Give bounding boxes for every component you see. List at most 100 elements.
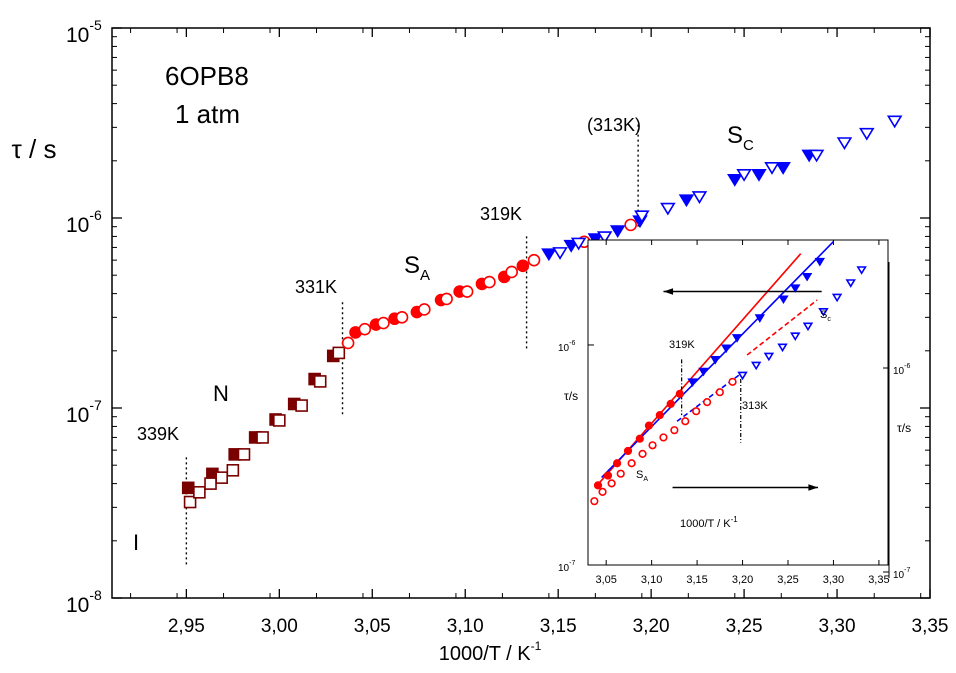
inset-data-point (655, 411, 664, 420)
x-tick-label: 3,25 (726, 616, 763, 637)
inset-data-point (659, 433, 668, 442)
inset-data-point (598, 487, 607, 496)
inset-ticks (588, 240, 890, 578)
data-point-sc (609, 225, 626, 239)
y-tick-label: 10-8 (66, 587, 102, 617)
inset-x-tick-label: 3,35 (868, 574, 889, 586)
x-tick-label: 3,05 (354, 616, 391, 637)
inset-data-point (845, 279, 856, 288)
inset-fit-line (746, 299, 818, 356)
inset-data-point (687, 378, 698, 388)
data-point-sc (660, 202, 676, 216)
inset-y-tick-base-right: 10 (893, 366, 905, 377)
data-point-n (181, 481, 195, 495)
data-point-sc (736, 169, 752, 182)
inset-frame (587, 239, 889, 566)
data-point-n (183, 495, 197, 509)
data-point-n (332, 346, 346, 360)
inset-data-point (692, 407, 701, 416)
data-point-sc (678, 194, 695, 208)
x-tick-label: 3,00 (261, 616, 298, 637)
data-point-sc (727, 174, 743, 187)
inset-data-point (763, 352, 775, 362)
x-tick-label: 3,10 (447, 616, 484, 637)
inset-x-tick-label: 3,30 (823, 574, 844, 586)
phase-label-smectic-c: SC (727, 122, 754, 154)
inset-data-point (750, 361, 762, 371)
data-point-n (313, 375, 327, 388)
data-point-sc (691, 191, 708, 204)
inset-x-tick-label: 3,05 (595, 574, 616, 586)
inset-arrow-head (808, 484, 818, 491)
inset-data-point (681, 417, 690, 426)
inset-temp-label-319k: 319K (669, 339, 695, 351)
data-point-n (215, 471, 228, 484)
inset-x-tick-label: 3,15 (686, 574, 707, 586)
main-tick-labels: 2,95 3,00 3,05 3,10 3,15 3,20 3,25 3,30 3,35 10-8… (66, 17, 948, 637)
inset-data-point (737, 371, 748, 381)
plot-frame (111, 27, 931, 599)
sample-label: 6OPB8 (165, 61, 249, 91)
data-point-sa (395, 311, 409, 324)
inset-data-point (754, 314, 766, 323)
inset-data-point (720, 344, 732, 354)
inset-data-point (702, 398, 712, 407)
inset-data-point (607, 479, 616, 488)
inset-data-point (593, 481, 603, 490)
inset-y-tick-exponent: -7 (569, 560, 575, 567)
inset-x-tick-label: 3,10 (641, 574, 662, 586)
y-tick-exponent: -6 (89, 207, 102, 223)
data-point-sc (886, 115, 903, 129)
x-tick-label: 3,30 (819, 616, 856, 637)
pressure-label: 1 atm (175, 99, 240, 129)
inset-y-tick-exponent-right: -6 (904, 363, 910, 370)
inset-y-tick-base-right: 10 (893, 570, 905, 581)
inset-data-point (778, 295, 789, 305)
data-point-n (226, 464, 240, 477)
phase-label-smectic-a: SA (404, 252, 430, 284)
data-point-sc (836, 137, 853, 150)
data-point-sa (516, 259, 530, 273)
inset-y-tick-exponent-right: -7 (904, 567, 910, 574)
inset-data-point (728, 377, 737, 386)
data-point-sc (764, 162, 780, 175)
inset-data-point (802, 322, 814, 332)
inset-x-tick-label: 3,20 (732, 574, 753, 586)
data-point-sc (751, 169, 767, 182)
inset-y-tick-base: 10 (558, 563, 570, 574)
x-tick-label: 2,95 (168, 616, 205, 637)
data-point-sc (570, 237, 587, 251)
temp-label-331k: 331K (295, 277, 337, 297)
inset-data-point (603, 471, 613, 480)
data-point-sa (418, 303, 431, 316)
inset-data-point (710, 355, 721, 365)
data-point-sc (808, 149, 825, 163)
inset-y-label-right: τ/s (897, 421, 911, 435)
data-point-sa (377, 316, 390, 330)
inset-data-point (731, 334, 743, 343)
temp-label-319k: 319K (480, 204, 522, 224)
data-point-sa (527, 253, 541, 267)
x-axis-label: 1000/T / K-1 (439, 639, 542, 665)
y-tick-exponent: -7 (89, 397, 102, 413)
inset-y-tick-label-right: 10-7 (893, 567, 910, 581)
data-point-sc (775, 162, 791, 175)
data-point-sa (341, 336, 355, 350)
inset-data-point (831, 293, 843, 303)
y-tick-base: 10 (66, 594, 89, 617)
y-tick-base: 10 (66, 214, 89, 237)
transition-lines (185, 124, 639, 565)
y-tick-exponent: -5 (89, 17, 102, 33)
inset-y-tick-label: 10-6 (558, 340, 575, 354)
inset-chart: 3,05 3,10 3,15 3,20 3,25 3,30 3,3510-710-610-7… (558, 239, 911, 586)
data-point-sc (587, 233, 604, 247)
inset-data-point (627, 459, 636, 468)
inset-phase-label-sa: SA (636, 469, 648, 483)
temp-label-339k: 339K (137, 424, 179, 444)
y-tick-label: 10-7 (66, 397, 102, 427)
x-tick-label: 3,15 (540, 616, 577, 637)
inset-data-point (790, 332, 801, 342)
inset-data-point (590, 497, 599, 506)
inset-transition-lines (681, 359, 742, 443)
